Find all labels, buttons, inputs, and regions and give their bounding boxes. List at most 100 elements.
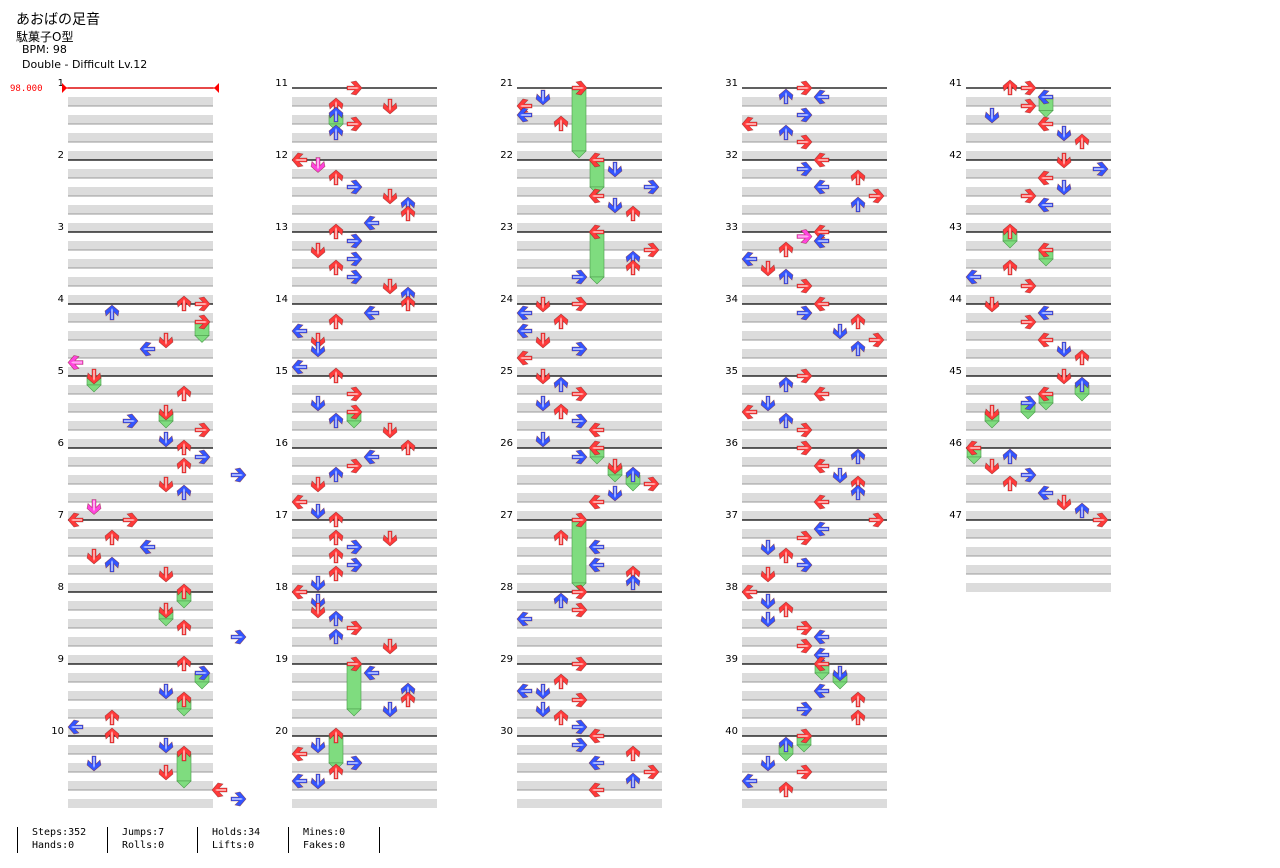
arrow-left-icon <box>1037 386 1054 402</box>
arrow-right-icon <box>194 296 211 312</box>
measure-number: 40 <box>725 726 738 737</box>
measure-number: 30 <box>500 726 513 737</box>
arrow-down-icon <box>310 602 326 619</box>
arrow-up-icon <box>104 727 120 744</box>
hold-tail <box>607 474 623 483</box>
hold-tail <box>86 384 102 393</box>
measure-number: 11 <box>275 78 288 89</box>
hold-tail <box>571 150 587 159</box>
arrow-up-icon <box>778 601 794 618</box>
arrow-right-icon <box>1020 467 1037 483</box>
arrow-left-icon <box>813 233 830 249</box>
arrow-down-icon <box>310 395 326 412</box>
arrow-left-icon <box>813 224 830 240</box>
arrow-down-icon <box>382 278 398 295</box>
hold-body <box>571 519 587 584</box>
arrow-right-icon <box>796 440 813 456</box>
hold-tail <box>346 420 362 429</box>
arrow-up-icon <box>553 529 569 546</box>
arrow-up-icon <box>553 709 569 726</box>
hold-tail <box>176 708 192 717</box>
measure-17: 17 <box>275 510 437 592</box>
measure-number: 28 <box>500 582 513 593</box>
arrow-down-icon <box>760 611 776 628</box>
arrow-left-icon <box>67 719 84 735</box>
arrow-right-icon <box>194 665 211 681</box>
stats-separator <box>17 827 18 853</box>
arrow-right-icon <box>796 229 813 244</box>
arrow-left-icon <box>813 494 830 510</box>
arrow-up-icon <box>625 205 641 222</box>
arrow-up-icon <box>1002 475 1018 492</box>
stat-value: Fakes:0 <box>303 840 346 851</box>
arrow-down-icon <box>158 404 174 421</box>
arrow-up-icon <box>176 385 192 402</box>
measure-number: 47 <box>949 510 962 521</box>
arrow-left-icon <box>813 647 830 663</box>
arrow-down-icon <box>158 764 174 781</box>
arrow-left-icon <box>813 629 830 645</box>
arrow-left-icon <box>1037 485 1054 501</box>
arrow-up-icon <box>328 223 344 240</box>
measure-number: 37 <box>725 510 738 521</box>
arrow-up-icon <box>625 259 641 276</box>
arrow-right-icon <box>643 242 660 258</box>
bpm-label: BPM: 98 <box>22 43 67 56</box>
arrow-down-icon <box>310 575 326 592</box>
hold-tail <box>1002 240 1018 249</box>
arrow-right-icon <box>571 584 588 600</box>
measure-number: 39 <box>725 654 738 665</box>
arrow-down-icon <box>535 431 551 448</box>
arrow-up-icon <box>328 547 344 564</box>
measure-number: 2 <box>58 150 64 161</box>
arrow-down-icon <box>760 395 776 412</box>
measure-12: 12 <box>275 150 437 232</box>
arrow-down-icon <box>382 701 398 718</box>
hold-tail <box>176 600 192 609</box>
bpm-marker-end-icon <box>214 83 219 93</box>
measure-22: 22 <box>500 150 662 232</box>
measure-28: 28 <box>500 582 662 664</box>
arrow-down-icon <box>158 431 174 448</box>
arrow-up-icon <box>778 241 794 258</box>
arrow-right-icon <box>571 296 588 312</box>
arrow-up-icon <box>176 457 192 474</box>
arrow-right-icon <box>796 107 813 123</box>
arrow-left-icon <box>516 683 533 699</box>
arrow-right-icon <box>796 557 813 573</box>
arrow-up-icon <box>328 169 344 186</box>
measure-37: 37 <box>725 510 887 592</box>
arrow-left-icon <box>516 107 533 123</box>
arrow-left-icon <box>741 404 758 420</box>
arrow-right-icon <box>346 656 363 672</box>
arrow-up-icon <box>1002 259 1018 276</box>
arrow-up-icon <box>328 259 344 276</box>
arrow-left-icon <box>813 521 830 537</box>
arrow-right-icon <box>643 764 660 780</box>
stats-separator <box>197 827 198 853</box>
arrow-right-icon <box>1020 188 1037 204</box>
arrow-up-icon <box>778 124 794 141</box>
arrow-right-icon <box>571 737 588 753</box>
arrow-down-icon <box>382 98 398 115</box>
arrow-left-icon <box>813 89 830 105</box>
measure-number: 4 <box>58 294 64 305</box>
arrow-left-icon <box>363 305 380 321</box>
arrow-right-icon <box>1020 395 1037 411</box>
measure-4: 4 <box>58 294 213 376</box>
arrow-down-icon <box>1056 179 1072 196</box>
measure-number: 29 <box>500 654 513 665</box>
arrow-down-icon <box>310 476 326 493</box>
hold-tail <box>194 335 210 343</box>
hold-tail <box>194 681 210 690</box>
arrow-left-icon <box>1037 197 1054 213</box>
arrow-down-icon <box>1056 368 1072 385</box>
arrow-left-icon <box>1037 89 1054 105</box>
arrow-left-icon <box>139 341 156 357</box>
arrow-right-icon <box>194 314 211 330</box>
arrow-up-icon <box>850 196 866 213</box>
measure-number: 12 <box>275 150 288 161</box>
arrow-right-icon <box>1020 278 1037 294</box>
arrow-up-icon <box>176 655 192 672</box>
arrow-left-icon <box>516 98 533 114</box>
